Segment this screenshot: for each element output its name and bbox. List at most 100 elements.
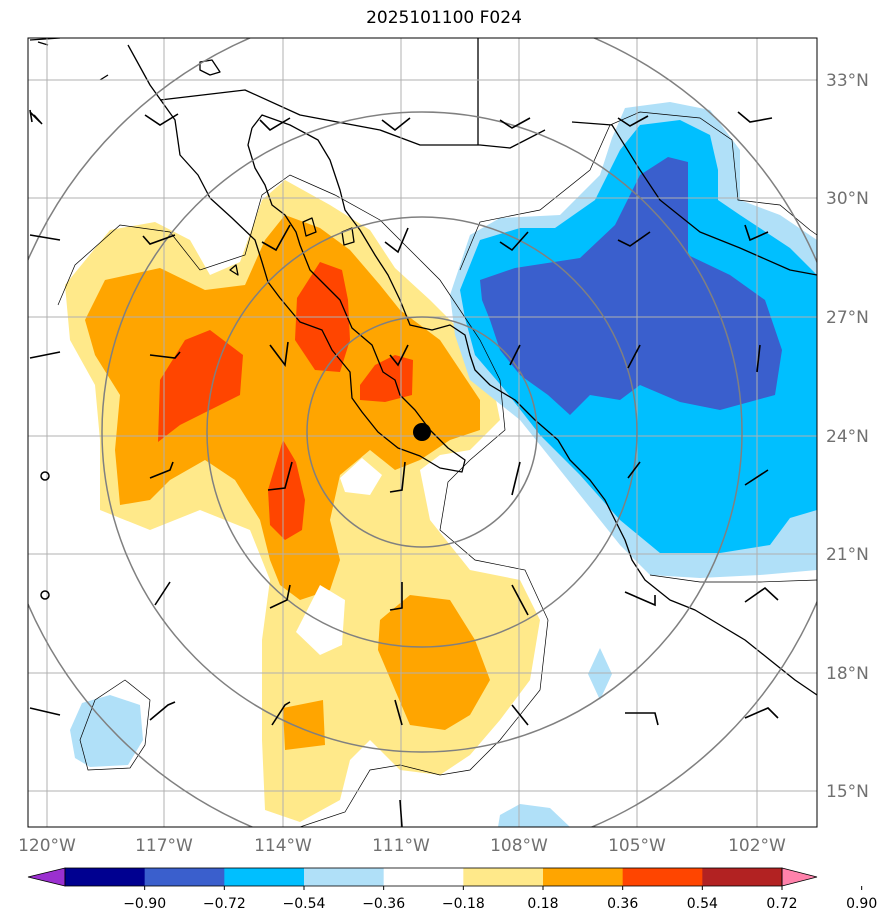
- baja-west-coast: [127, 44, 466, 473]
- colorbar-extend-high: [781, 867, 818, 887]
- wind-barb: [744, 469, 769, 486]
- wind-barb: [149, 701, 176, 721]
- wind-barb: [737, 111, 773, 123]
- lon-label: 114°W: [254, 836, 312, 856]
- coast-north-2: [99, 74, 109, 81]
- map-plot-area: [28, 38, 817, 827]
- wind-barb: [389, 344, 409, 367]
- lat-label: 24°N: [826, 427, 869, 447]
- lon-label: 111°W: [372, 836, 430, 856]
- calm-circle: [40, 590, 50, 600]
- wind-barb: [384, 227, 409, 254]
- wind-barb: [154, 581, 171, 606]
- lat-label: 15°N: [826, 782, 869, 802]
- wind-barb: [617, 115, 649, 127]
- latitude-labels: 33°N 30°N 27°N 24°N 21°N 18°N 15°N: [826, 71, 869, 802]
- gulf-east-coast: [571, 121, 817, 276]
- range-rings: [28, 38, 817, 827]
- wind-barb: [511, 584, 529, 616]
- wind-barb: [149, 351, 181, 359]
- wind-barb: [744, 224, 769, 242]
- island-2: [229, 264, 239, 276]
- wind-barb: [261, 224, 291, 252]
- colorbar-tick-label: −0.90: [123, 896, 166, 912]
- colorbar-swatch: [144, 868, 225, 886]
- positive-orange-south: [378, 595, 490, 730]
- wind-barb: [617, 231, 651, 247]
- contour-lines: [57, 111, 817, 827]
- colorbar-tick-label: −0.54: [283, 896, 326, 912]
- negative-lightblue-sw: [70, 695, 143, 767]
- range-ring-1: [306, 316, 538, 548]
- colorbar-swatch: [543, 868, 624, 886]
- wind-barb: [29, 351, 61, 359]
- wind-barb: [399, 799, 403, 827]
- lon-label: 102°W: [728, 836, 786, 856]
- positive-orange-small: [283, 700, 325, 750]
- contour-east: [459, 111, 817, 271]
- wind-barb: [499, 231, 529, 252]
- colorbar-swatches: [27, 867, 863, 890]
- negative-hole-small: [340, 458, 382, 495]
- lon-label: 120°W: [18, 836, 76, 856]
- wind-barb: [29, 109, 43, 125]
- wind-barb: [269, 341, 289, 368]
- wind-barb: [627, 344, 641, 369]
- wind-barb: [29, 234, 61, 241]
- wind-barb: [259, 117, 291, 132]
- colorbar-swatch: [463, 868, 544, 886]
- wind-barb: [625, 712, 659, 726]
- lon-label: 117°W: [135, 836, 193, 856]
- wind-barb: [271, 701, 291, 726]
- storm-center-marker: [413, 423, 431, 441]
- longitude-labels: 120°W 117°W 114°W 111°W 108°W 105°W 102°…: [18, 836, 786, 856]
- negative-hole-south: [296, 585, 345, 655]
- calm-markers: [40, 471, 50, 600]
- colorbar-tick-label: 0.54: [687, 896, 718, 912]
- wind-barb: [509, 344, 521, 366]
- negative-lightblue-diamond: [588, 648, 612, 700]
- lat-label: 30°N: [826, 189, 869, 209]
- wind-barb: [389, 461, 406, 493]
- wind-barb: [269, 584, 291, 609]
- lat-label: 33°N: [826, 71, 869, 91]
- colorbar-swatch: [304, 868, 385, 886]
- colorbar-swatch: [622, 868, 703, 886]
- wind-barb: [267, 461, 293, 491]
- wind-barb: [627, 461, 641, 479]
- wind-barb: [149, 461, 174, 479]
- lat-label: 18°N: [826, 664, 869, 684]
- colorbar-swatch: [702, 868, 783, 886]
- colorbar-swatch: [224, 868, 305, 886]
- range-ring-3: [101, 111, 743, 753]
- contour-sw: [79, 679, 151, 771]
- map-title: 2025101100 F024: [366, 8, 522, 28]
- colorbar-tick-label: 0.36: [607, 896, 638, 912]
- calm-circle: [40, 471, 50, 481]
- colorbar-tick-label: −0.36: [362, 896, 405, 912]
- wind-barb: [624, 591, 656, 607]
- colorbar-swatch: [65, 868, 146, 886]
- lon-label: 105°W: [608, 836, 666, 856]
- colorbar-tick-label: 0.72: [766, 896, 797, 912]
- coastlines: [29, 38, 817, 696]
- contour-west: [57, 174, 549, 827]
- wind-barb: [381, 117, 411, 132]
- colorbar-tick-label: −0.72: [203, 896, 246, 912]
- mainland-west-coast: [251, 114, 817, 696]
- lat-label: 27°N: [826, 308, 869, 328]
- negative-blue-region: [480, 157, 782, 415]
- colorbar-tick-label: 0.90: [846, 896, 877, 912]
- negative-lightblue-bottom: [498, 804, 570, 827]
- wind-barb: [29, 707, 61, 716]
- contour-south-east: [649, 574, 817, 583]
- colorbar-swatch: [383, 868, 464, 886]
- wind-barb: [744, 586, 779, 603]
- wind-barb: [511, 461, 521, 496]
- wind-barb: [499, 117, 531, 129]
- wind-barb: [394, 699, 403, 726]
- positive-red-west: [158, 330, 243, 442]
- wind-barb: [744, 707, 779, 719]
- colorbar: −0.90 −0.72 −0.54 −0.36 −0.18 0.18 0.36 …: [27, 867, 877, 912]
